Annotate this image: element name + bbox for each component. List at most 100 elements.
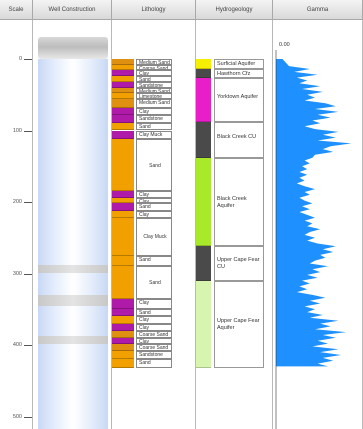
scale-column: 0 100 200 300 400 500 [0,20,33,429]
lithology-unit-label: Clay Muck [136,217,172,256]
lithology-unit-label: Sand [136,76,172,82]
lithology-unit-label: Coarse Sand [136,330,172,338]
header-hydrogeology: Hydrogeology [196,0,273,20]
hydro-unit-label: Yorktown Aquifer [214,77,264,122]
lithology-unit-fill [112,217,134,256]
well-screen-band [38,264,108,274]
depth-tick-mark [24,202,32,203]
lithology-unit-fill [112,266,134,299]
hydro-unit-label: Black Creek Aquifer [214,157,264,247]
depth-tick-label: 300 [12,270,22,277]
lithology-unit-fill [112,337,134,344]
lithology-unit-fill [112,81,134,88]
gamma-area [276,59,352,367]
well-casing [38,59,108,429]
hydro-unit-label: Upper Cape Fear Aquifer [214,280,264,368]
lithology-unit-label: Clay [136,210,172,218]
hydro-unit-label: Surficial Aquifer [214,59,264,69]
hydro-unit-label: Hawthorn Cfz [214,69,264,78]
lithology-unit-fill [112,210,134,218]
lithology-unit-fill [112,191,134,198]
lithology-unit-fill [112,114,134,124]
lithology-unit-fill [112,255,134,267]
lithology-unit-fill [112,197,134,204]
well-cap [38,37,108,59]
lithology-unit-fill [112,70,134,77]
depth-tick-label: 500 [12,413,22,420]
depth-tick-mark [24,59,32,60]
lithology-unit-label: Sandstone [136,81,172,88]
depth-tick-label: 100 [12,127,22,134]
lithology-unit-label: Clay Muck [136,130,172,140]
hydro-unit-fill [196,157,211,247]
lithology-unit-label: Medium Sand [136,59,172,65]
depth-tick-mark [24,345,32,346]
depth-tick-mark [24,273,32,275]
lithology-unit-label: Sandstone [136,114,172,124]
hydro-unit-fill [196,59,211,69]
depth-tick-label: 0 [18,56,22,62]
gamma-chart [275,50,352,429]
lithology-unit-label: Sand [136,309,172,317]
lithology-unit-label: Clay [136,107,172,115]
well-screen-band [38,294,108,306]
hydro-unit-label: Black Creek CU [214,121,264,158]
lithology-unit-label: Sandstone [136,350,172,360]
lithology-unit-label: Sand [136,123,172,131]
header-gamma: Gamma [273,0,363,20]
hydro-unit-fill [196,280,211,368]
hydro-unit-fill [196,77,211,122]
lithology-unit-fill [112,350,134,360]
header-lithology: Lithology [112,0,196,20]
lithology-unit-fill [112,139,134,192]
lithology-unit-label: Clay [136,337,172,344]
lithology-unit-fill [112,93,134,100]
lithology-unit-fill [112,343,134,351]
lithology-unit-label: Medium Sand [136,99,172,108]
lithology-unit-label: Medium Sand [136,87,172,94]
gamma-scale-label: 0.00 [279,42,290,48]
lithology-unit-label: Clay [136,298,172,310]
lithology-column: Medium Sand Coarse Sand Clay Sand Sandstone M… [112,20,196,429]
lithology-unit-fill [112,87,134,94]
lithology-unit-label: Clay [136,70,172,77]
lithology-unit-fill [112,359,134,368]
lithology-unit-label: Coarse Sand [136,64,172,71]
lithology-unit-fill [112,99,134,108]
depth-tick-mark [24,416,32,418]
lithology-unit-fill [112,298,134,310]
lithology-unit-fill [112,59,134,65]
lithology-unit-label: Clay [136,191,172,198]
gamma-column: 0.00 [273,20,363,429]
depth-tick-mark [24,130,32,132]
lithology-unit-label: Coarse Sand [136,343,172,351]
header-well-construction: Well Construction [33,0,112,20]
lithology-unit-fill [112,130,134,140]
lithology-unit-label: Sand [136,255,172,267]
lithology-unit-label: Sand [136,266,172,299]
lithology-unit-fill [112,76,134,82]
hydrogeology-column: Surficial Aquifer Hawthorn Cfz Yorktown Aq… [196,20,273,429]
well-screen-band [38,336,108,344]
depth-tick-label: 200 [12,199,22,205]
lithology-unit-fill [112,64,134,71]
lithology-unit-fill [112,323,134,331]
lithology-unit-label: Clay [136,316,172,324]
lithology-unit-fill [112,316,134,324]
hydro-unit-label: Upper Cape Fear CU [214,246,264,281]
lithology-unit-fill [112,309,134,317]
hydro-unit-fill [196,246,211,281]
lithology-unit-label: Clay [136,197,172,204]
header-scale: Scale [0,0,33,20]
hydro-unit-fill [196,69,211,78]
hydro-unit-fill [196,121,211,158]
lithology-unit-fill [112,203,134,211]
lithology-unit-label: Sand [136,203,172,211]
lithology-unit-fill [112,107,134,115]
lithology-unit-fill [112,330,134,338]
lithology-unit-label: Limestone [136,93,172,100]
depth-tick-label: 400 [12,342,22,348]
lithology-unit-fill [112,123,134,131]
lithology-unit-label: Clay [136,323,172,331]
